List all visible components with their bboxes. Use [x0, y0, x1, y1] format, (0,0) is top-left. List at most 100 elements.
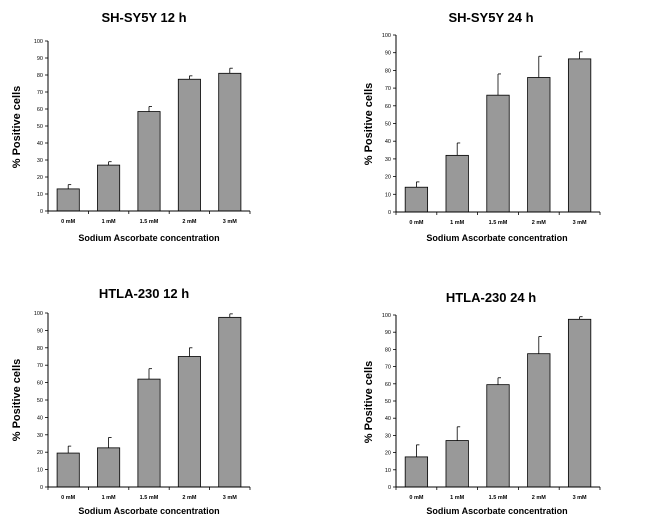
y-tick-label: 80	[385, 68, 391, 74]
y-tick-label: 80	[37, 73, 43, 79]
y-tick-label: 60	[385, 382, 391, 388]
bar	[445, 440, 469, 488]
y-tick-label: 60	[37, 107, 43, 113]
bar	[56, 188, 80, 212]
x-tick-label: 1 mM	[102, 219, 116, 225]
x-tick-label: 1.5 mM	[140, 219, 159, 225]
y-tick-label: 10	[385, 192, 391, 198]
y-tick-label: 40	[385, 416, 391, 422]
x-tick-label: 1.5 mM	[489, 220, 508, 226]
y-tick-label: 60	[385, 104, 391, 110]
y-tick-label: 70	[37, 363, 43, 369]
x-tick-label: 2 mM	[532, 495, 546, 501]
x-axis-label: Sodium Ascorbate concentration	[78, 506, 219, 516]
x-tick-label: 3 mM	[223, 495, 237, 501]
x-tick-label: 1 mM	[102, 495, 116, 501]
y-tick-label: 50	[37, 398, 43, 404]
bar	[404, 456, 429, 488]
y-axis-label: % Positive cells	[11, 86, 23, 169]
chart-panel-sh-sy5y-12h: SH-SY5Y 12 h % Positive cells Sodium Asc…	[11, 10, 251, 243]
y-tick-label: 60	[37, 381, 43, 387]
y-tick-label: 40	[37, 141, 43, 147]
x-tick-label: 2 mM	[532, 220, 546, 226]
chart-panel-htla-230-12h: HTLA-230 12 h % Positive cells Sodium As…	[11, 286, 251, 516]
bars	[404, 316, 592, 488]
y-tick-label: 10	[37, 192, 43, 198]
x-tick-label: 3 mM	[573, 220, 587, 226]
bar	[97, 164, 121, 212]
y-tick-label: 50	[385, 399, 391, 405]
x-axis-ticks: 0 mM 1 mM 1.5 mM 2 mM 3 mM	[47, 487, 251, 501]
y-axis-label: % Positive cells	[363, 361, 375, 444]
y-tick-label: 40	[385, 139, 391, 145]
y-tick-label: 90	[385, 51, 391, 57]
x-tick-label: 0 mM	[61, 219, 75, 225]
y-tick-label: 80	[37, 346, 43, 352]
y-axis-ticks: 0 10 20 30 40 50 60 70 80 90 100	[34, 39, 48, 215]
y-tick-label: 100	[34, 39, 43, 45]
x-axis-label: Sodium Ascorbate concentration	[78, 233, 219, 243]
x-axis-label: Sodium Ascorbate concentration	[426, 233, 567, 243]
y-tick-label: 20	[385, 451, 391, 457]
x-tick-label: 0 mM	[61, 495, 75, 501]
axes	[395, 315, 600, 488]
y-tick-label: 0	[40, 209, 43, 215]
x-axis-ticks: 0 mM 1 mM 1.5 mM 2 mM 3 mM	[47, 211, 251, 225]
x-axis-ticks: 0 mM 1 mM 1.5 mM 2 mM 3 mM	[395, 212, 601, 226]
y-tick-label: 30	[385, 157, 391, 163]
y-tick-label: 70	[385, 365, 391, 371]
y-tick-label: 0	[40, 485, 43, 491]
bars	[404, 51, 592, 213]
axes	[47, 41, 250, 212]
x-tick-label: 0 mM	[409, 495, 423, 501]
y-tick-label: 90	[37, 328, 43, 334]
y-tick-label: 100	[34, 311, 43, 317]
bar	[486, 94, 510, 213]
y-tick-label: 20	[385, 175, 391, 181]
y-tick-label: 30	[37, 158, 43, 164]
chart-panel-htla-230-24h: HTLA-230 24 h % Positive cells Sodium As…	[363, 290, 601, 516]
bar	[218, 72, 242, 212]
x-tick-label: 1 mM	[450, 495, 464, 501]
bar	[56, 452, 80, 488]
y-tick-label: 90	[385, 330, 391, 336]
y-tick-label: 40	[37, 415, 43, 421]
bar	[567, 318, 592, 488]
x-tick-label: 1.5 mM	[140, 495, 159, 501]
y-axis-ticks: 0 10 20 30 40 50 60 70 80 90 100	[382, 33, 396, 216]
y-tick-label: 70	[37, 90, 43, 96]
y-tick-label: 0	[388, 485, 391, 491]
x-tick-label: 1.5 mM	[489, 495, 508, 501]
y-tick-label: 100	[382, 313, 391, 319]
y-axis-ticks: 0 10 20 30 40 50 60 70 80 90 100	[382, 313, 396, 491]
bar	[137, 378, 161, 488]
bar	[527, 353, 551, 488]
y-tick-label: 20	[37, 175, 43, 181]
bar	[218, 316, 242, 488]
x-tick-label: 2 mM	[182, 219, 196, 225]
bar	[445, 154, 469, 213]
y-tick-label: 90	[37, 56, 43, 62]
bar	[567, 58, 592, 213]
chart-title: HTLA-230 24 h	[446, 290, 536, 305]
chart-title: SH-SY5Y 12 h	[101, 10, 186, 25]
y-tick-label: 100	[382, 33, 391, 39]
bar	[177, 356, 201, 488]
y-tick-label: 30	[385, 433, 391, 439]
bar	[97, 447, 121, 488]
bar	[137, 111, 161, 212]
bars	[56, 313, 242, 488]
x-tick-label: 2 mM	[182, 495, 196, 501]
y-axis-ticks: 0 10 20 30 40 50 60 70 80 90 100	[34, 311, 48, 491]
x-tick-label: 3 mM	[223, 219, 237, 225]
x-axis-ticks: 0 mM 1 mM 1.5 mM 2 mM 3 mM	[395, 487, 601, 501]
bar	[527, 77, 551, 213]
bar	[486, 384, 510, 488]
axes	[395, 35, 600, 213]
chart-title: SH-SY5Y 24 h	[448, 10, 533, 25]
y-axis-label: % Positive cells	[11, 359, 23, 442]
chart-title: HTLA-230 12 h	[99, 286, 189, 301]
y-tick-label: 10	[37, 468, 43, 474]
y-tick-label: 80	[385, 347, 391, 353]
